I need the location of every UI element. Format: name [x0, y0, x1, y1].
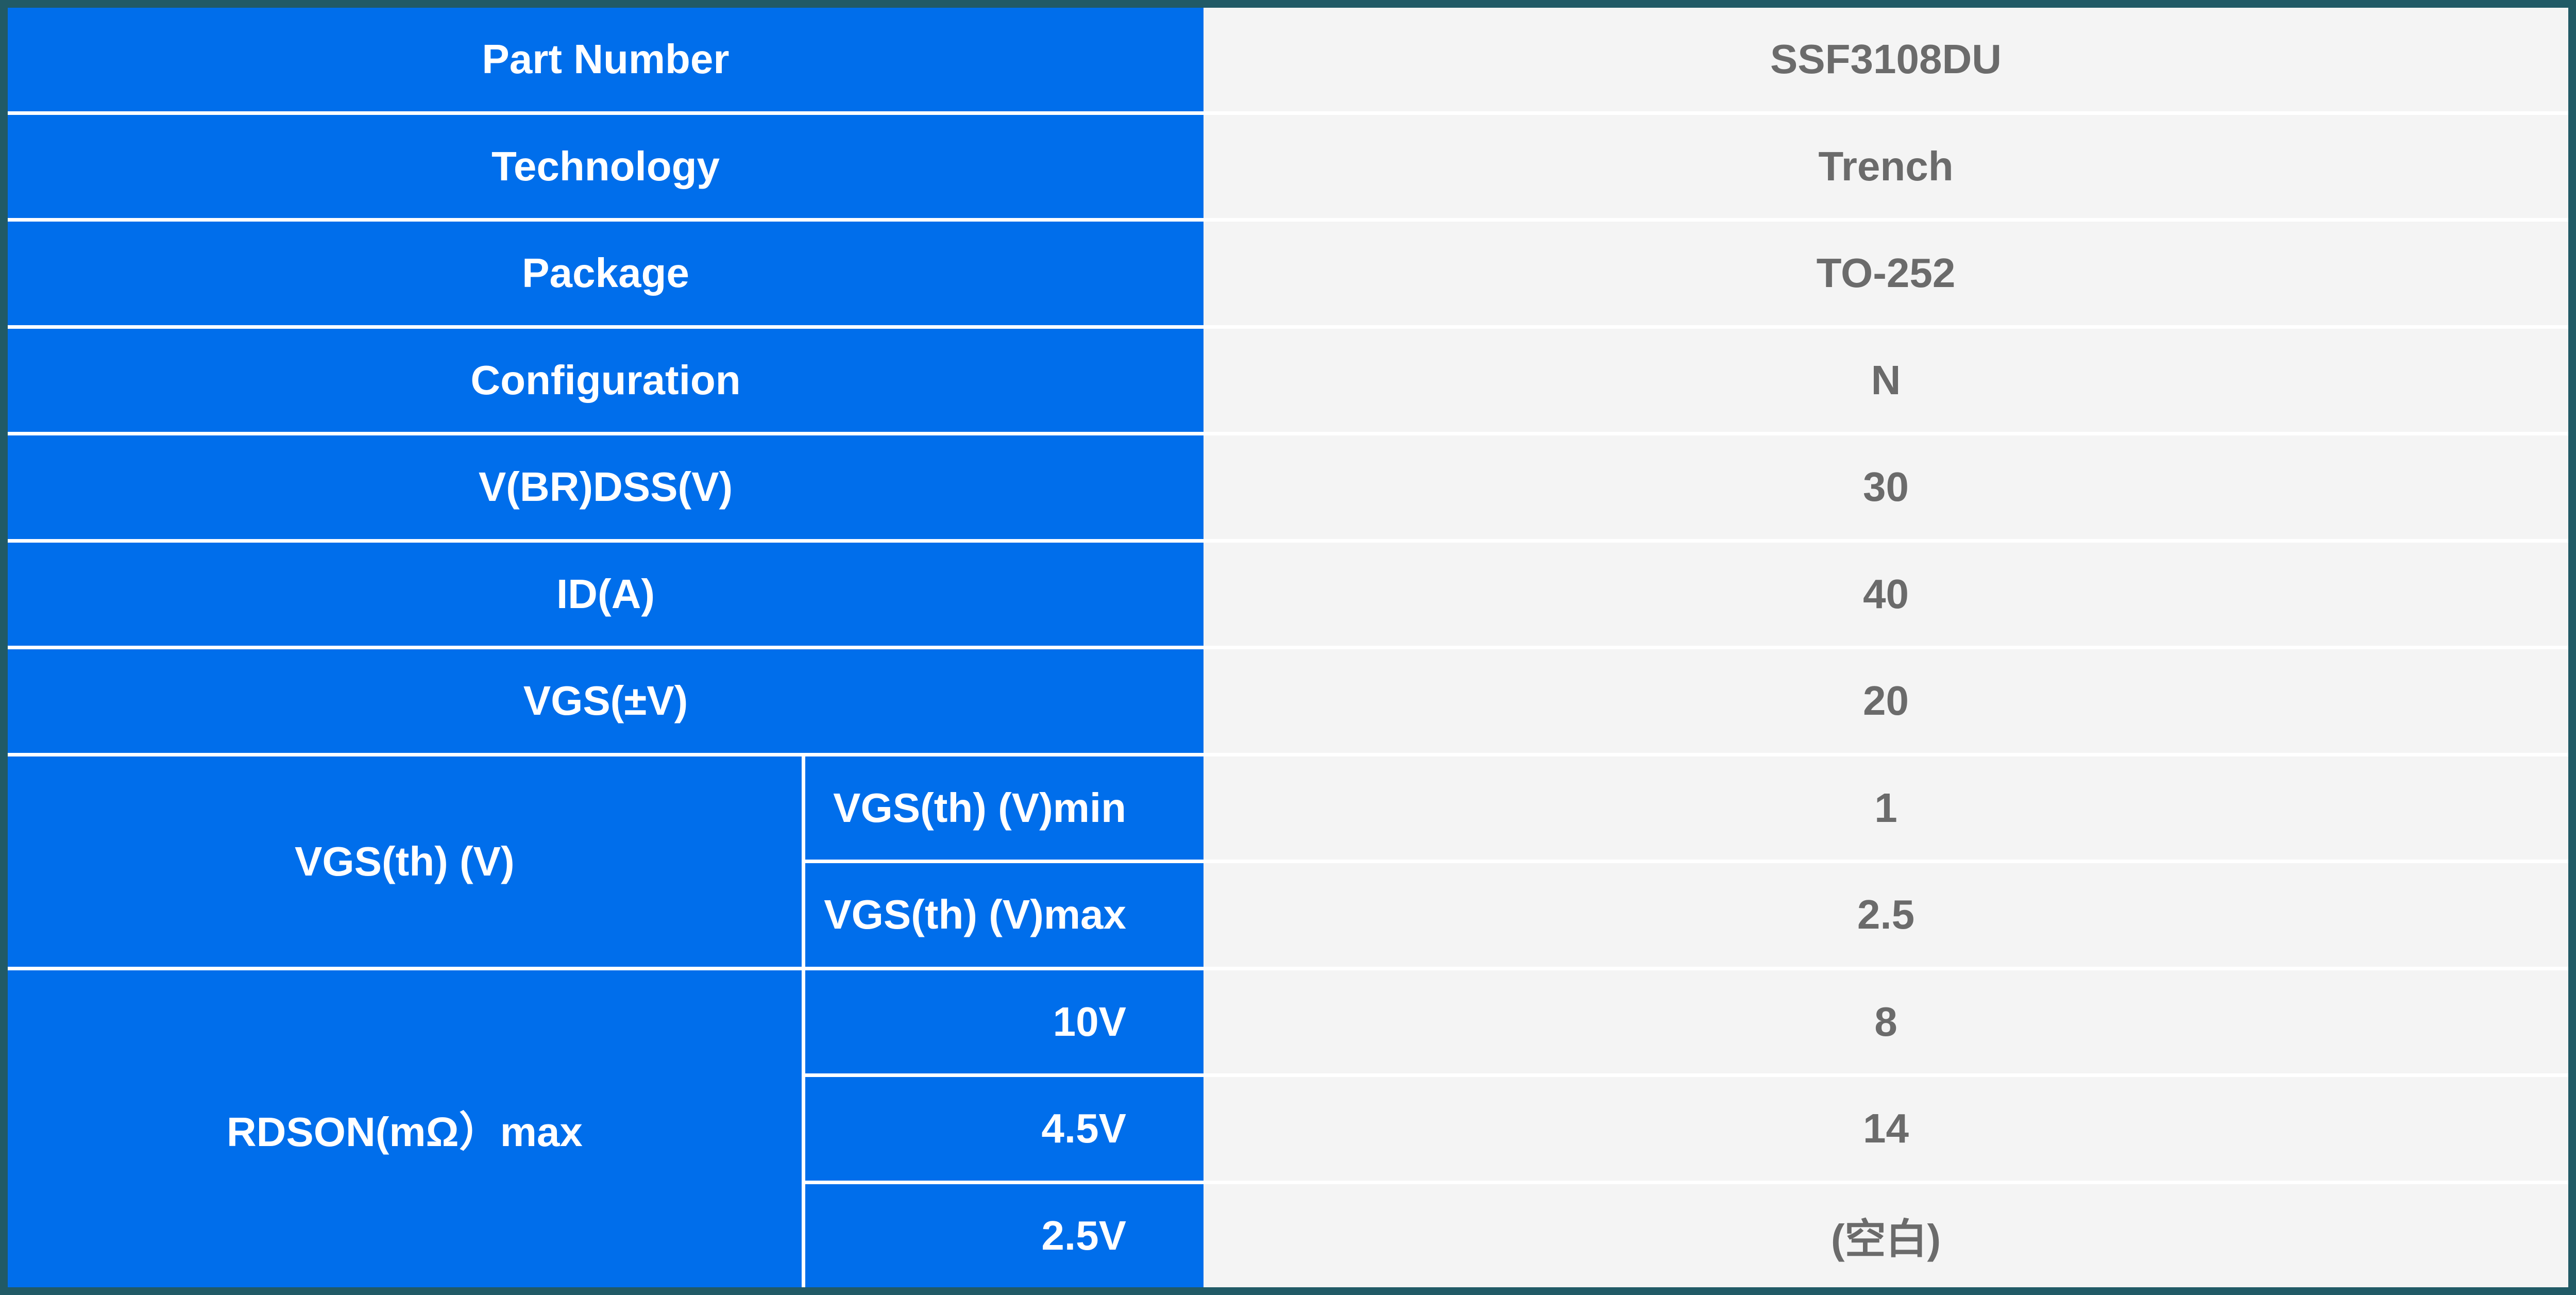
label-vgs-th: VGS(th) (V) — [8, 756, 802, 967]
label-rdson-4-5v: 4.5V — [801, 1077, 1204, 1181]
label-vbrdss: V(BR)DSS(V) — [8, 435, 1204, 539]
label-rdson-10v: 10V — [801, 970, 1204, 1073]
label-id: ID(A) — [8, 542, 1204, 646]
value-vgs-th-max: 2.5 — [1203, 863, 2568, 967]
label-part-number: Part Number — [8, 8, 1204, 111]
value-package: TO-252 — [1203, 222, 2568, 325]
label-rdson: RDSON(mΩ）max — [8, 970, 802, 1287]
label-configuration: Configuration — [8, 328, 1204, 432]
value-vbrdss: 30 — [1203, 435, 2568, 539]
value-id: 40 — [1203, 542, 2568, 646]
value-rdson-4-5v: 14 — [1203, 1077, 2568, 1181]
label-vgs-th-min: VGS(th) (V)min — [801, 756, 1204, 860]
value-technology: Trench — [1203, 114, 2568, 218]
value-vgs-th-min: 1 — [1203, 756, 2568, 860]
label-vgs-th-max: VGS(th) (V)max — [801, 863, 1204, 967]
label-rdson-2-5v: 2.5V — [801, 1184, 1204, 1287]
label-package: Package — [8, 222, 1204, 325]
spec-table: Part Number SSF3108DU Technology Trench … — [8, 8, 2568, 1287]
value-part-number: SSF3108DU — [1203, 8, 2568, 111]
label-vgs: VGS(±V) — [8, 649, 1204, 753]
label-technology: Technology — [8, 114, 1204, 218]
value-vgs: 20 — [1203, 649, 2568, 753]
value-rdson-10v: 8 — [1203, 970, 2568, 1073]
value-rdson-2-5v: (空白) — [1203, 1184, 2568, 1287]
value-configuration: N — [1203, 328, 2568, 432]
